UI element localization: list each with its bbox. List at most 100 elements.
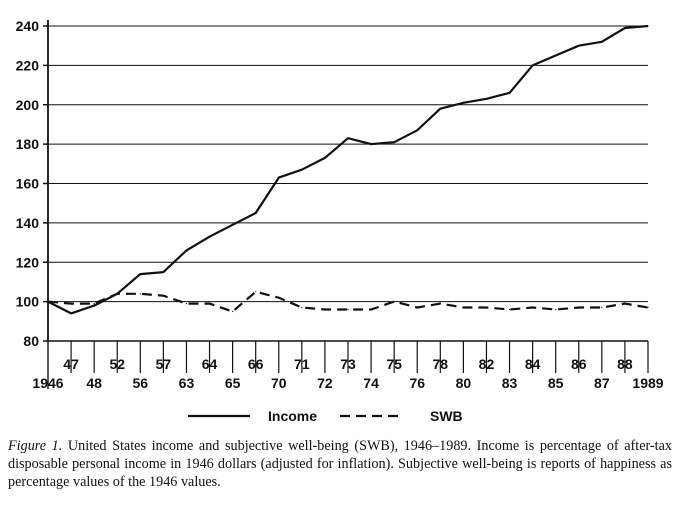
legend-label-swb: SWB xyxy=(430,408,463,424)
data-point-swb-76 xyxy=(416,306,418,309)
data-point-income-1989 xyxy=(647,25,649,27)
data-point-income-63 xyxy=(185,249,188,251)
x-tick-label-52: 52 xyxy=(109,356,125,372)
data-point-swb-1946 xyxy=(47,301,49,303)
data-point-swb-83 xyxy=(508,308,511,311)
data-point-swb-57 xyxy=(162,295,164,297)
y-tick-label-180: 180 xyxy=(16,136,40,152)
data-point-income-64 xyxy=(208,236,211,238)
data-point-income-47 xyxy=(70,312,72,314)
y-tick-label-160: 160 xyxy=(16,176,40,192)
data-point-swb-86 xyxy=(578,306,580,309)
y-tick-label-80: 80 xyxy=(23,333,39,349)
x-tick-label-75: 75 xyxy=(386,356,402,372)
gridlines xyxy=(48,25,648,342)
x-tick-label-80: 80 xyxy=(456,375,472,391)
data-point-income-56 xyxy=(139,273,141,275)
x-tick-label-47: 47 xyxy=(63,356,79,372)
data-point-swb-70 xyxy=(278,297,280,299)
data-point-swb-65 xyxy=(232,310,234,313)
x-tick-label-78: 78 xyxy=(433,356,449,372)
data-point-income-85 xyxy=(555,54,557,57)
data-point-swb-56 xyxy=(139,293,141,295)
data-point-swb-75 xyxy=(393,301,395,303)
x-tick-label-66: 66 xyxy=(248,356,264,372)
data-point-income-84 xyxy=(532,64,534,66)
data-point-swb-1989 xyxy=(647,306,649,309)
data-point-income-73 xyxy=(347,137,349,139)
y-tick-label-100: 100 xyxy=(16,294,40,310)
data-point-swb-85 xyxy=(555,308,557,311)
data-point-income-57 xyxy=(162,271,164,273)
series-line-income xyxy=(47,24,649,315)
data-point-swb-64 xyxy=(208,303,211,305)
x-tick-label-48: 48 xyxy=(86,375,102,391)
x-tick-label-63: 63 xyxy=(179,375,195,391)
data-point-swb-87 xyxy=(601,306,603,309)
axes xyxy=(43,20,649,389)
y-tick-label-240: 240 xyxy=(16,18,40,34)
x-tick-label-57: 57 xyxy=(156,356,172,372)
data-point-income-72 xyxy=(324,157,326,159)
data-point-swb-82 xyxy=(485,306,488,309)
y-tick-label-200: 200 xyxy=(16,97,40,113)
data-point-income-75 xyxy=(393,141,395,143)
data-point-income-82 xyxy=(485,98,488,100)
series-lines xyxy=(47,24,649,315)
x-tick-label-85: 85 xyxy=(548,375,564,391)
y-tick-labels: 80 100 120 140 160 180 200 220 240 xyxy=(16,18,40,349)
data-point-income-87 xyxy=(601,41,603,43)
caption-label: Figure 1. xyxy=(8,438,63,454)
data-point-income-80 xyxy=(462,102,464,104)
data-point-swb-78 xyxy=(439,303,441,305)
series-line-swb xyxy=(47,290,649,313)
x-tick-label-86: 86 xyxy=(571,356,587,372)
data-point-income-66 xyxy=(255,212,257,214)
x-tick-label-56: 56 xyxy=(133,375,149,391)
caption-text: United States income and subjective well… xyxy=(8,438,672,490)
data-point-swb-66 xyxy=(255,291,257,293)
data-point-income-70 xyxy=(278,177,280,179)
x-tick-label-83: 83 xyxy=(502,375,518,391)
x-tick-label-71: 71 xyxy=(294,356,310,372)
x-tick-label-1946: 1946 xyxy=(32,375,63,391)
x-tick-label-76: 76 xyxy=(409,375,425,391)
data-point-swb-52 xyxy=(116,293,118,295)
data-point-income-88 xyxy=(624,27,626,29)
data-point-income-86 xyxy=(578,45,580,47)
data-point-income-71 xyxy=(301,169,303,171)
data-point-swb-80 xyxy=(462,306,464,309)
x-tick-label-87: 87 xyxy=(594,375,610,391)
data-point-income-83 xyxy=(508,92,511,94)
x-tick-label-88: 88 xyxy=(617,356,633,372)
y-tick-label-220: 220 xyxy=(16,57,40,73)
data-point-income-48 xyxy=(93,305,95,307)
x-tick-label-64: 64 xyxy=(202,356,218,372)
data-point-swb-72 xyxy=(324,308,326,311)
x-tick-label-74: 74 xyxy=(363,375,379,391)
x-tick-label-1989: 1989 xyxy=(632,375,663,391)
figure-caption: Figure 1. United States income and subje… xyxy=(8,437,672,491)
x-tick-label-72: 72 xyxy=(317,375,333,391)
data-point-swb-74 xyxy=(370,308,372,311)
x-tick-label-82: 82 xyxy=(479,356,495,372)
y-tick-label-140: 140 xyxy=(16,215,40,231)
legend-label-income: Income xyxy=(268,408,317,424)
data-point-swb-84 xyxy=(532,306,534,309)
data-point-swb-73 xyxy=(347,308,349,311)
data-point-income-78 xyxy=(439,108,441,110)
x-tick-label-65: 65 xyxy=(225,375,241,391)
data-point-income-65 xyxy=(232,224,234,226)
x-tick-label-73: 73 xyxy=(340,356,356,372)
y-tick-label-120: 120 xyxy=(16,254,40,270)
data-point-income-76 xyxy=(416,129,418,131)
data-point-income-74 xyxy=(370,143,372,145)
legend: Income SWB xyxy=(188,408,463,424)
data-point-swb-47 xyxy=(70,303,72,305)
data-point-swb-71 xyxy=(301,306,303,309)
data-point-swb-88 xyxy=(624,303,626,305)
data-point-swb-48 xyxy=(93,303,95,305)
data-point-swb-63 xyxy=(185,303,188,305)
